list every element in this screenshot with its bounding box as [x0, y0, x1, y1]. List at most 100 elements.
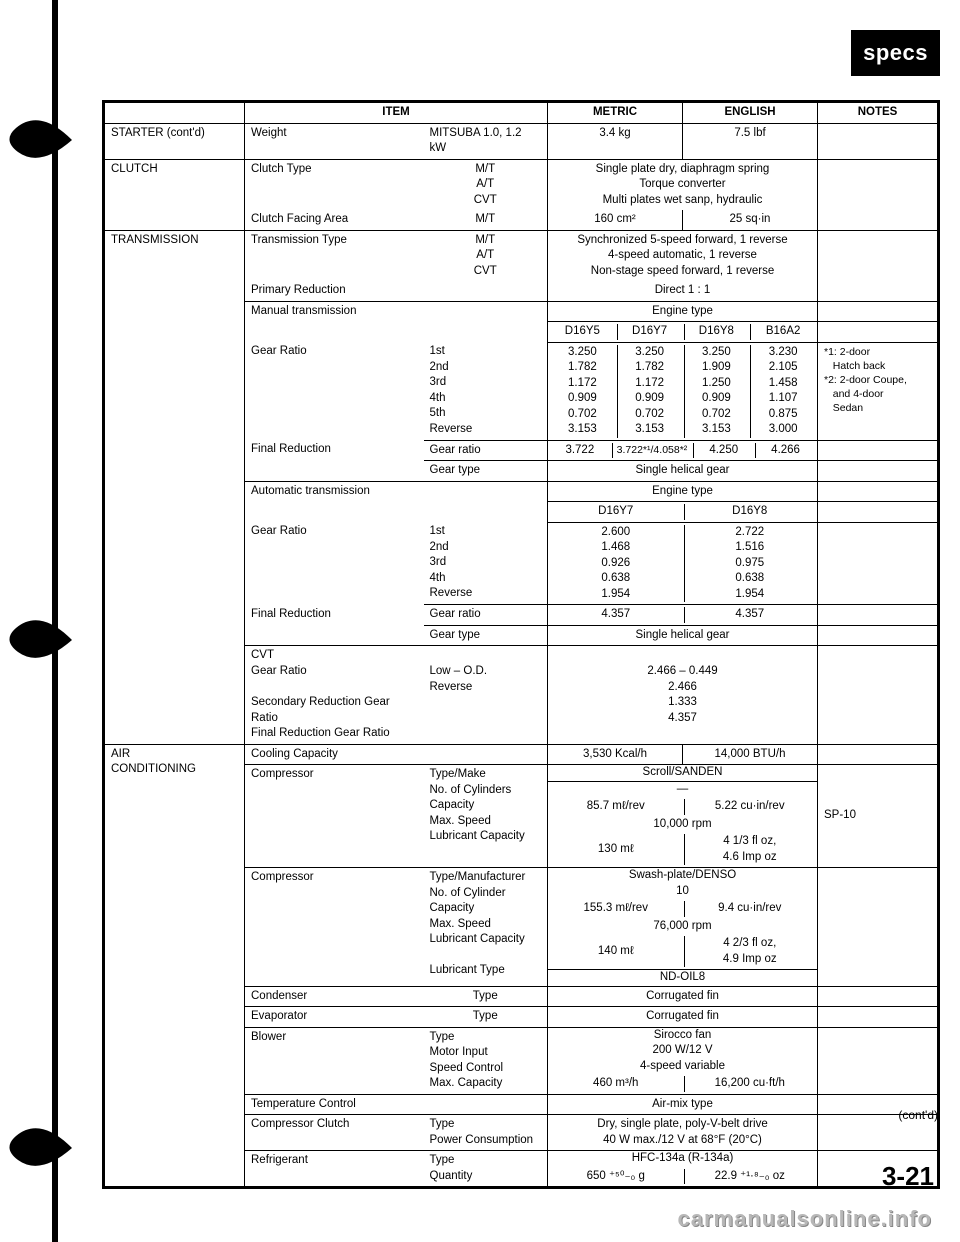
refrigerant-label: Refrigerant [245, 1151, 424, 1187]
cell [818, 1007, 938, 1028]
refrigerant-subs: TypeQuantity [424, 1151, 548, 1187]
manual-col: D16Y8 [684, 324, 749, 340]
comp1-values: Scroll/SANDEN — 85.7 mℓ/rev5.22 cu·in/re… [548, 765, 818, 868]
comp2-values: Swash-plate/DENSO 10 155.3 mℓ/rev9.4 cu·… [548, 868, 818, 987]
condenser-val: Corrugated fin [548, 986, 818, 1007]
spec-table-container: ITEM METRIC ENGLISH NOTES STARTER (cont'… [102, 100, 940, 1189]
col-notes: NOTES [818, 103, 938, 124]
binder-ring [0, 120, 72, 160]
cell [818, 1027, 938, 1094]
clutch-facing-label: Clutch Facing Area [245, 210, 424, 230]
gear-ratio-sub: Gear ratio [424, 440, 548, 461]
section-clutch: CLUTCH [105, 159, 245, 230]
col-english: ENGLISH [683, 103, 818, 124]
ratio-col: 3.2501.7821.1720.9090.7023.153 [550, 345, 615, 438]
condenser-label: Condenser [245, 986, 424, 1007]
compclutch-values: Dry, single plate, poly-V-belt drive40 W… [548, 1115, 818, 1151]
ratio-col: 2.6001.4680.9260.6381.954 [550, 525, 682, 603]
blower-subs: TypeMotor InputSpeed ControlMax. Capacit… [424, 1027, 548, 1094]
gear-ratio-label: Gear Ratio [245, 522, 424, 605]
auto-col: D16Y7 [550, 504, 682, 520]
trans-type-variants: M/T A/T CVT [424, 230, 548, 281]
evaporator-val: Corrugated fin [548, 1007, 818, 1028]
col-metric: METRIC [548, 103, 683, 124]
comp1-rows: Type/MakeNo. of CylindersCapacityMax. Sp… [424, 765, 548, 868]
cell [818, 301, 938, 322]
blower-label: Blower [245, 1027, 424, 1094]
manual-col: B16A2 [750, 324, 815, 340]
cell [818, 744, 938, 765]
cell [245, 322, 548, 343]
binder-ring [0, 1128, 72, 1168]
section-transmission: TRANSMISSION [105, 230, 245, 744]
clutch-variants: M/T A/T CVT [424, 159, 548, 210]
watermark: carmanualsonline.info [678, 1206, 933, 1232]
trans-type-label: Transmission Type [245, 230, 424, 281]
cell [818, 502, 938, 523]
engine-type-label: Engine type [548, 301, 818, 322]
final-cell: 4.357 [550, 607, 682, 623]
auto-gear-names: 1st2nd3rd4thReverse [424, 522, 548, 605]
final-cell: 3.722*¹/4.058*² [612, 443, 692, 459]
final-red-label: Final Reduction [245, 440, 424, 461]
gear-type-sub: Gear type [424, 461, 548, 482]
gear-ratio-label: Gear Ratio [245, 342, 424, 440]
tempctrl-val: Air-mix type [548, 1094, 818, 1115]
clutch-facing-notes [818, 210, 938, 230]
evaporator-sub: Type [424, 1007, 548, 1028]
gear-ratio-sub: Gear ratio [424, 605, 548, 626]
clutch-type-label: Clutch Type [245, 159, 424, 210]
col-section [105, 103, 245, 124]
comp2-rows: Type/ManufacturerNo. of CylinderCapacity… [424, 868, 548, 987]
cell [818, 646, 938, 744]
section-starter: STARTER (cont'd) [105, 123, 245, 159]
final-cell: 4.357 [684, 607, 816, 623]
trans-primary-label: Primary Reduction [245, 281, 548, 301]
refrigerant-values: HFC-134a (R-134a) 650 ⁺⁵⁰₋₀ g22.9 ⁺¹·⁸₋₀… [548, 1151, 818, 1187]
ratio-col: 3.2501.7821.1720.9090.7023.153 [617, 345, 682, 438]
ratio-col: 3.2501.9091.2500.9090.7023.153 [684, 345, 749, 438]
manual-notes: *1: 2-door Hatch back *2: 2-door Coupe, … [818, 342, 938, 440]
evaporator-label: Evaporator [245, 1007, 424, 1028]
compclutch-label: Compressor Clutch [245, 1115, 424, 1151]
cell [818, 440, 938, 461]
cell [818, 625, 938, 646]
cell [245, 625, 424, 646]
binder-ring [0, 620, 72, 660]
cvt-subs: Low – O.D. Reverse [424, 646, 548, 744]
cooling-label: Cooling Capacity [245, 744, 548, 765]
cell [818, 281, 938, 301]
final-cell: 3.722 [550, 443, 610, 459]
cell [818, 322, 938, 343]
page-number: 3-21 [882, 1161, 934, 1192]
condenser-sub: Type [424, 986, 548, 1007]
cell [818, 522, 938, 605]
manual-col: D16Y5 [550, 324, 615, 340]
cvt-labels: CVT Gear Ratio Secondary Reduction Gear … [245, 646, 424, 744]
specs-badge: specs [851, 30, 940, 76]
gear-type-value: Single helical gear [548, 461, 818, 482]
starter-metric: 3.4 kg [548, 123, 683, 159]
clutch-facing-english: 25 sq·in [683, 210, 818, 230]
cell [818, 868, 938, 987]
cell [818, 461, 938, 482]
cell [245, 502, 548, 523]
comp1-note: SP-10 [818, 765, 938, 868]
section-ac: AIR CONDITIONING [105, 744, 245, 1187]
clutch-values: Single plate dry, diaphragm spring Torqu… [548, 159, 818, 210]
clutch-facing-metric: 160 cm² [548, 210, 683, 230]
trans-primary-value: Direct 1 : 1 [548, 281, 818, 301]
comp2-label: Compressor [245, 868, 424, 987]
trans-auto-label: Automatic transmission [245, 481, 548, 502]
final-cell: 4.266 [755, 443, 815, 459]
spec-table: ITEM METRIC ENGLISH NOTES STARTER (cont'… [104, 102, 938, 1187]
clutch-notes [818, 159, 938, 210]
col-item: ITEM [245, 103, 548, 124]
starter-english: 7.5 lbf [683, 123, 818, 159]
ratio-col: 2.7221.5160.9750.6381.954 [684, 525, 816, 603]
final-cell: 4.250 [693, 443, 753, 459]
trans-manual-label: Manual transmission [245, 301, 548, 322]
manual-col: D16Y7 [617, 324, 682, 340]
starter-weight-model: MITSUBA 1.0, 1.2 kW [424, 123, 548, 159]
engine-type-label: Engine type [548, 481, 818, 502]
